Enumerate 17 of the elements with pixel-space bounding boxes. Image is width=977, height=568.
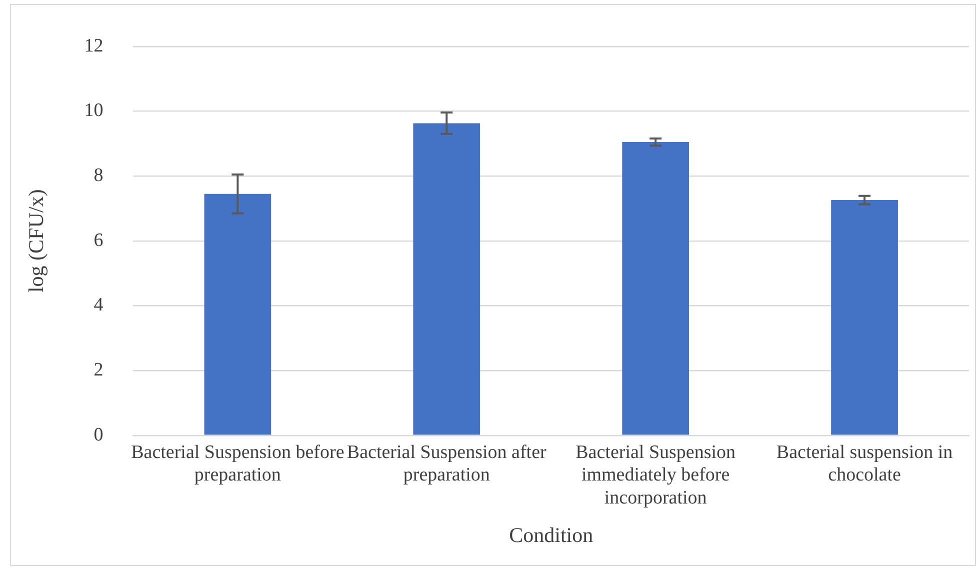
bar xyxy=(204,194,272,435)
y-axis-title: log (CFU/x) xyxy=(24,189,48,293)
y-tick-label: 8 xyxy=(94,165,104,186)
y-tick-label: 2 xyxy=(94,360,104,381)
bar xyxy=(831,200,898,435)
y-tick-label: 0 xyxy=(94,424,104,446)
y-tick-label: 10 xyxy=(84,100,104,122)
x-tick-label: Bacterial Suspension before preparation xyxy=(131,442,344,486)
y-tick-label: 12 xyxy=(84,35,104,56)
x-axis-title: Condition xyxy=(509,522,594,547)
x-tick-label: Bacterial Suspension after preparation xyxy=(346,442,548,486)
x-tick-label: Bacterial suspension in chocolate xyxy=(776,442,954,486)
y-tick-label: 4 xyxy=(94,294,104,316)
y-tick-label: 6 xyxy=(94,230,104,251)
bar xyxy=(413,123,480,435)
x-tick-label: Bacterial Suspension immediately before incorporation xyxy=(576,442,736,508)
bar xyxy=(622,142,690,435)
